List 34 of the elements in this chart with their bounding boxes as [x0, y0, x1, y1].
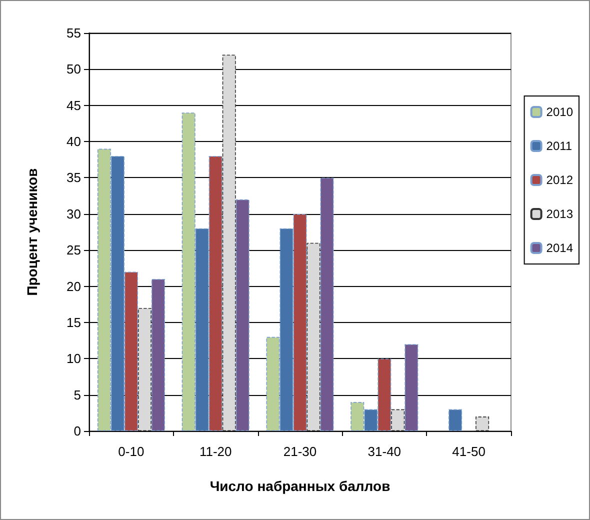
y-tick-label: 30 [66, 206, 81, 222]
legend-label: 2013 [546, 207, 574, 221]
y-tick-label: 0 [74, 424, 81, 438]
bar [138, 308, 152, 431]
bar [236, 199, 250, 431]
bar [151, 279, 165, 431]
legend-label: 2010 [546, 105, 574, 119]
x-tick-label: 0-10 [118, 444, 144, 459]
x-tick-label: 41-50 [452, 444, 486, 459]
legend-label: 2014 [546, 241, 574, 255]
legend-label: 2012 [546, 173, 574, 187]
x-tick-label: 21-30 [283, 444, 317, 459]
y-tick-label: 5 [74, 387, 81, 402]
y-tick-label: 10 [66, 351, 81, 366]
y-tick-label: 55 [66, 26, 81, 40]
y-tick-label: 15 [66, 314, 81, 330]
y-tick-label: 20 [66, 278, 81, 294]
y-tick-label: 40 [66, 134, 81, 150]
x-tick-label: 31-40 [368, 444, 402, 459]
y-tick-label: 35 [66, 170, 81, 186]
y-axis-title: Процент учеников [24, 168, 40, 296]
bar [222, 54, 236, 431]
x-tick-label: 11-20 [199, 444, 232, 459]
legend-label: 2011 [546, 139, 572, 153]
bar [320, 178, 334, 431]
bar [448, 409, 462, 431]
y-tick-label: 25 [66, 242, 81, 258]
y-tick-label: 50 [66, 62, 81, 77]
bar [404, 344, 418, 431]
bar [306, 242, 320, 431]
bar [476, 416, 490, 431]
x-axis-title: Число набранных баллов [210, 478, 391, 494]
bar [391, 409, 405, 431]
y-tick-label: 45 [66, 98, 81, 113]
